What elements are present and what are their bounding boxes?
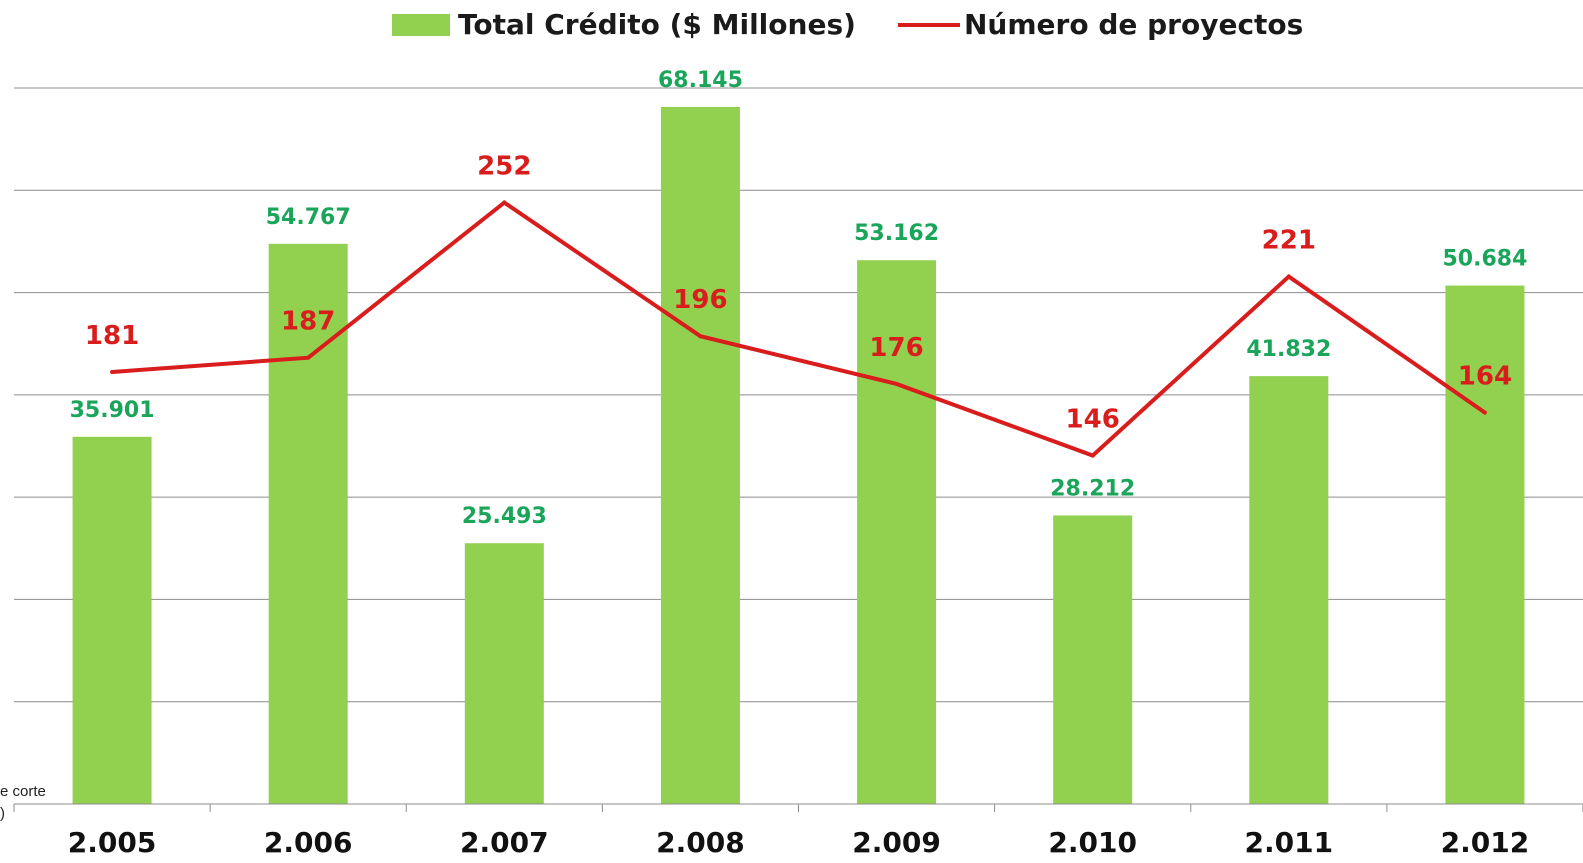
edge-note-line1: e corte bbox=[0, 783, 46, 800]
bar-2.012 bbox=[1445, 285, 1525, 804]
x-tick-label-2.012: 2.012 bbox=[1441, 826, 1530, 859]
line-point-2.009 bbox=[894, 381, 899, 386]
line-series bbox=[110, 200, 1487, 458]
bar-label-2.006: 54.767 bbox=[266, 205, 351, 230]
line-point-2.008 bbox=[698, 334, 703, 339]
line-label-2.006: 187 bbox=[281, 307, 335, 337]
x-axis: 2.005 2.006 2.007 2.008 2.009 2.010 2.011 2.012 bbox=[13, 803, 1583, 859]
legend-label-projects: Número de proyectos bbox=[964, 8, 1303, 41]
x-tick-label-2.008: 2.008 bbox=[656, 826, 745, 859]
bar-2.008 bbox=[660, 106, 740, 804]
x-tick-label-2.007: 2.007 bbox=[460, 826, 549, 859]
bar-label-2.011: 41.832 bbox=[1246, 337, 1331, 362]
line-label-2.005: 181 bbox=[85, 321, 139, 351]
bar-label-2.008: 68.145 bbox=[658, 68, 743, 93]
bar-2.009 bbox=[857, 260, 937, 804]
line-point-2.012 bbox=[1482, 410, 1487, 415]
line-label-2.007: 252 bbox=[477, 152, 531, 182]
bar-label-2.012: 50.684 bbox=[1442, 247, 1527, 272]
x-tick-label-2.005: 2.005 bbox=[68, 826, 157, 859]
line-label-2.010: 146 bbox=[1066, 405, 1120, 435]
legend-label-credit: Total Crédito ($ Millones) bbox=[458, 8, 856, 41]
legend-swatch-credit bbox=[392, 14, 450, 36]
x-tick-label-2.010: 2.010 bbox=[1048, 826, 1137, 859]
bar-label-2.007: 25.493 bbox=[462, 504, 547, 529]
gridlines bbox=[14, 87, 1583, 703]
legend: Total Crédito ($ Millones) Número de pro… bbox=[392, 8, 1303, 41]
line-point-2.011 bbox=[1286, 274, 1291, 279]
line-point-2.007 bbox=[502, 200, 507, 205]
bar-2.010 bbox=[1053, 515, 1133, 804]
line-data-labels: 181 187 252 196 176 146 221 164 bbox=[85, 152, 1512, 435]
projects-line bbox=[111, 200, 1487, 458]
line-label-2.009: 176 bbox=[869, 333, 923, 363]
edge-note-line2: ) bbox=[0, 805, 5, 822]
bar-label-2.005: 35.901 bbox=[70, 398, 155, 423]
bar-label-2.010: 28.212 bbox=[1050, 476, 1135, 501]
line-label-2.012: 164 bbox=[1458, 362, 1512, 392]
bar-2.005 bbox=[72, 436, 152, 804]
bar-2.007 bbox=[464, 543, 544, 804]
line-point-2.006 bbox=[306, 355, 311, 360]
bar-2.011 bbox=[1249, 376, 1329, 804]
bar-label-2.009: 53.162 bbox=[854, 221, 939, 246]
line-point-2.005 bbox=[110, 370, 115, 375]
line-point-2.010 bbox=[1090, 453, 1095, 458]
x-tick-label-2.006: 2.006 bbox=[264, 826, 353, 859]
x-tick-label-2.009: 2.009 bbox=[852, 826, 941, 859]
x-tick-label-2.011: 2.011 bbox=[1245, 826, 1334, 859]
bar-series bbox=[72, 106, 1525, 804]
edge-note: e corte ) bbox=[0, 783, 46, 822]
line-label-2.011: 221 bbox=[1262, 226, 1316, 256]
line-label-2.008: 196 bbox=[673, 285, 727, 315]
bar-data-labels: 35.901 54.767 25.493 68.145 53.162 28.212 41.8… bbox=[70, 68, 1528, 529]
